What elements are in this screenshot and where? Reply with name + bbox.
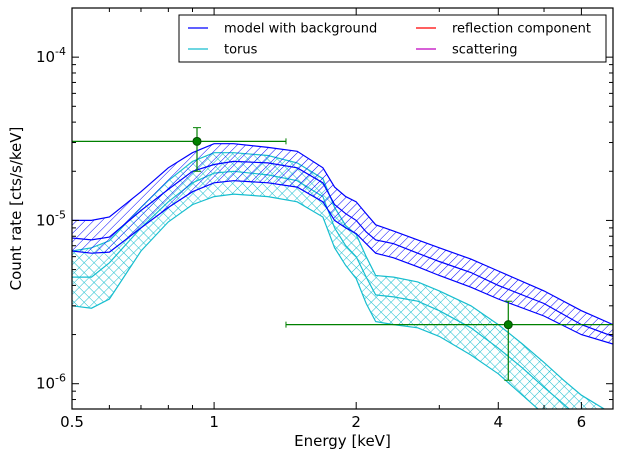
x-tick-label: 4 (494, 413, 504, 431)
data-point-1 (72, 127, 287, 172)
legend-label: torus (224, 43, 258, 58)
x-tick-label: 0.5 (60, 413, 84, 431)
x-tick-label: 2 (351, 413, 361, 431)
legend-label: reflection component (452, 22, 591, 37)
plot-area (72, 127, 613, 409)
legend-entry-model-with-background: model with background (188, 22, 377, 37)
legend-label: model with background (224, 22, 377, 37)
model-with-background-median-line (72, 160, 613, 337)
plot-frame (71, 7, 614, 410)
x-tick-label: 1 (209, 413, 219, 431)
y-tick-label: 10-4 (36, 45, 66, 66)
model-with-background-upper-line (72, 143, 613, 326)
y-tick-label: 10-5 (36, 208, 66, 229)
data-point-marker (192, 136, 202, 146)
legend-entry-scattering: scattering (416, 43, 518, 58)
y-tick-label: 10-6 (36, 372, 66, 393)
data-point-marker (503, 320, 513, 330)
legend-entry-torus: torus (188, 43, 258, 58)
x-axis-label: Energy [keV] (294, 432, 391, 450)
axis-ticks: 0.5 1 2 4 6 10-6 10-5 10-4 (36, 7, 614, 431)
model-with-background-lower-line (72, 180, 613, 345)
y-axis-label: Count rate [cts/s/keV] (7, 127, 25, 291)
torus-lower-line (72, 193, 539, 409)
legend-entry-reflection-component: reflection component (416, 22, 591, 37)
torus-band (72, 152, 605, 409)
data-point-2 (285, 300, 613, 381)
legend: model with background reflection componen… (178, 14, 607, 63)
legend-label: scattering (452, 43, 518, 58)
x-tick-label: 6 (577, 413, 587, 431)
legend-box (178, 14, 607, 63)
